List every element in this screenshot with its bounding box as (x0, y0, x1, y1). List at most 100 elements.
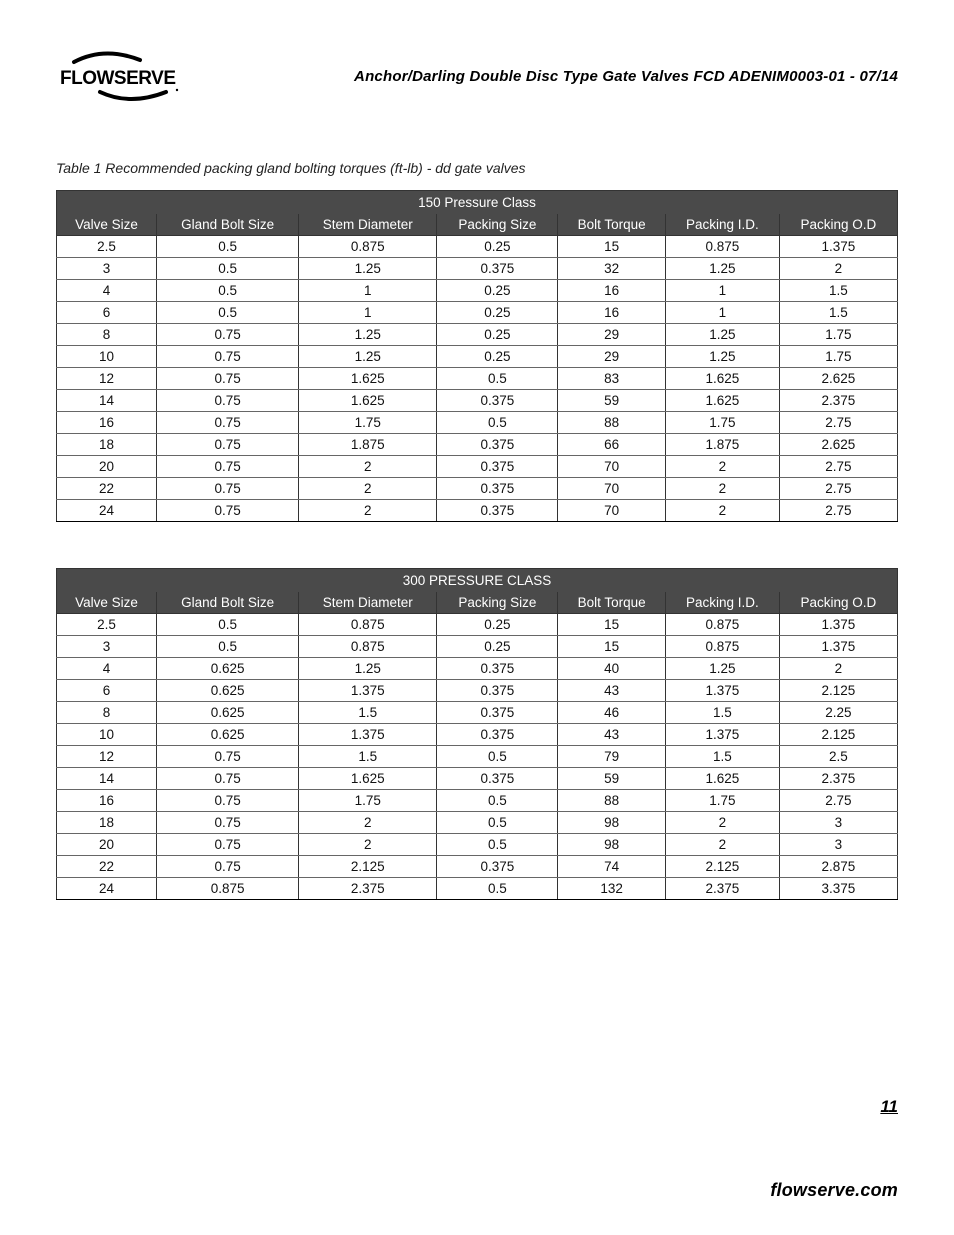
table-cell: 16 (558, 280, 665, 302)
column-header: Packing I.D. (665, 592, 779, 614)
table-cell: 1.5 (779, 280, 897, 302)
table-cell: 10 (57, 724, 157, 746)
table-row: 60.510.251611.5 (57, 302, 898, 324)
table-cell: 1.5 (299, 746, 437, 768)
table-cell: 1.75 (299, 412, 437, 434)
table-cell: 0.75 (157, 324, 299, 346)
table-cell: 1.75 (665, 412, 779, 434)
table-cell: 70 (558, 500, 665, 522)
table-row: 2.50.50.8750.25150.8751.375 (57, 236, 898, 258)
table-cell: 74 (558, 856, 665, 878)
table-cell: 1.375 (779, 614, 897, 636)
table-cell: 24 (57, 500, 157, 522)
table-cell: 0.75 (157, 856, 299, 878)
table-cell: 43 (558, 680, 665, 702)
table1-header-row: Valve SizeGland Bolt SizeStem DiameterPa… (57, 214, 898, 236)
table1-title: 150 Pressure Class (57, 191, 898, 215)
table-cell: 1 (665, 302, 779, 324)
table-cell: 1.375 (665, 724, 779, 746)
table-cell: 88 (558, 790, 665, 812)
table-cell: 1.625 (665, 768, 779, 790)
table-cell: 6 (57, 302, 157, 324)
column-header: Stem Diameter (299, 214, 437, 236)
table-cell: 0.25 (437, 636, 558, 658)
table-cell: 0.5 (437, 412, 558, 434)
table-cell: 43 (558, 724, 665, 746)
table-row: 120.751.6250.5831.6252.625 (57, 368, 898, 390)
table-cell: 0.5 (437, 812, 558, 834)
table-cell: 10 (57, 346, 157, 368)
table-150-pressure-class: 150 Pressure Class Valve SizeGland Bolt … (56, 190, 898, 522)
table-cell: 79 (558, 746, 665, 768)
table-cell: 1.375 (779, 636, 897, 658)
table-cell: 0.75 (157, 390, 299, 412)
table-cell: 29 (558, 346, 665, 368)
table-cell: 66 (558, 434, 665, 456)
table-cell: 0.75 (157, 368, 299, 390)
table-cell: 0.5 (157, 302, 299, 324)
table-cell: 18 (57, 434, 157, 456)
table-cell: 0.25 (437, 236, 558, 258)
table-cell: 8 (57, 324, 157, 346)
table-cell: 1.25 (299, 658, 437, 680)
table-cell: 6 (57, 680, 157, 702)
table-row: 140.751.6250.375591.6252.375 (57, 390, 898, 412)
table-cell: 18 (57, 812, 157, 834)
table-cell: 2.125 (779, 680, 897, 702)
table-cell: 83 (558, 368, 665, 390)
table-cell: 15 (558, 636, 665, 658)
table-row: 100.6251.3750.375431.3752.125 (57, 724, 898, 746)
table-cell: 1 (665, 280, 779, 302)
table-cell: 2.75 (779, 478, 897, 500)
table-cell: 0.75 (157, 746, 299, 768)
table2-title: 300 PRESSURE CLASS (57, 569, 898, 593)
table-cell: 0.375 (437, 658, 558, 680)
table-cell: 1.375 (665, 680, 779, 702)
table-row: 80.6251.50.375461.52.25 (57, 702, 898, 724)
table1-body: 2.50.50.8750.25150.8751.37530.51.250.375… (57, 236, 898, 522)
svg-text:FLOWSERVE: FLOWSERVE (60, 68, 176, 89)
table-cell: 2.375 (779, 390, 897, 412)
table-cell: 29 (558, 324, 665, 346)
table-cell: 2.625 (779, 434, 897, 456)
table-cell: 0.375 (437, 500, 558, 522)
table-cell: 20 (57, 834, 157, 856)
table-row: 160.751.750.5881.752.75 (57, 412, 898, 434)
table-cell: 1.625 (299, 768, 437, 790)
table-row: 220.752.1250.375742.1252.875 (57, 856, 898, 878)
footer-url: flowserve.com (770, 1180, 898, 1201)
table-cell: 0.25 (437, 302, 558, 324)
table-cell: 1.25 (665, 258, 779, 280)
column-header: Valve Size (57, 592, 157, 614)
table-cell: 1.75 (299, 790, 437, 812)
table-cell: 3 (779, 834, 897, 856)
table-row: 30.50.8750.25150.8751.375 (57, 636, 898, 658)
table-cell: 0.25 (437, 280, 558, 302)
table-cell: 0.875 (299, 614, 437, 636)
table-cell: 2 (665, 500, 779, 522)
table-cell: 14 (57, 390, 157, 412)
table-cell: 1.75 (779, 324, 897, 346)
table-cell: 2.125 (779, 724, 897, 746)
table-cell: 2.5 (57, 236, 157, 258)
table-cell: 0.5 (157, 236, 299, 258)
table-cell: 0.375 (437, 768, 558, 790)
table-cell: 12 (57, 368, 157, 390)
table-cell: 1 (299, 280, 437, 302)
table-cell: 0.875 (299, 636, 437, 658)
table-cell: 88 (558, 412, 665, 434)
table-cell: 14 (57, 768, 157, 790)
table-cell: 0.75 (157, 768, 299, 790)
table-row: 220.7520.3757022.75 (57, 478, 898, 500)
table-cell: 1.25 (665, 658, 779, 680)
column-header: Packing Size (437, 214, 558, 236)
table-cell: 0.75 (157, 434, 299, 456)
table-cell: 3 (779, 812, 897, 834)
table-cell: 0.75 (157, 478, 299, 500)
table-cell: 20 (57, 456, 157, 478)
table-cell: 1.625 (299, 390, 437, 412)
table-cell: 2 (665, 834, 779, 856)
column-header: Packing O.D (779, 592, 897, 614)
table-cell: 2 (665, 812, 779, 834)
table-cell: 70 (558, 478, 665, 500)
